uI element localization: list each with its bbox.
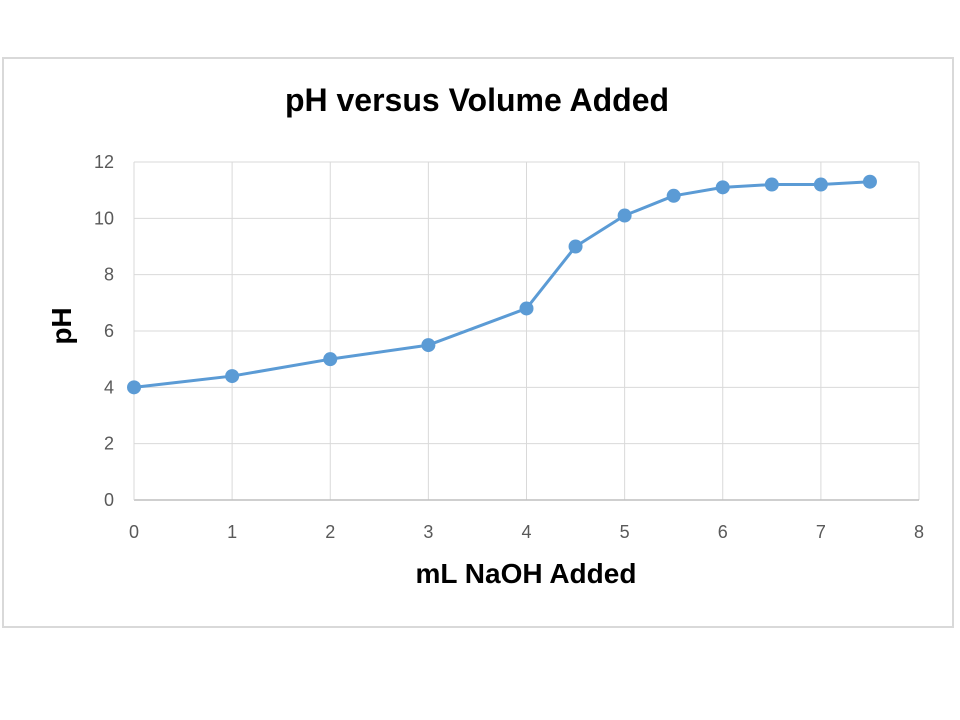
x-tick-label: 1 <box>227 522 237 542</box>
x-tick-label: 4 <box>521 522 531 542</box>
data-point <box>519 301 534 316</box>
data-point <box>421 338 436 353</box>
axes <box>133 162 919 501</box>
data-point <box>764 177 779 192</box>
x-tick-label: 5 <box>620 522 630 542</box>
data-point <box>225 369 240 384</box>
x-tick-label: 6 <box>718 522 728 542</box>
x-tick-label: 7 <box>816 522 826 542</box>
chart-frame <box>2 57 954 628</box>
y-tick-label: 8 <box>104 265 114 285</box>
y-tick-label: 0 <box>104 490 114 510</box>
y-tick-label: 12 <box>94 152 114 172</box>
x-tick-label: 3 <box>423 522 433 542</box>
chart-title: pH versus Volume Added <box>284 82 670 118</box>
y-tick-label: 10 <box>94 208 114 228</box>
series-layer <box>127 174 877 395</box>
data-point <box>323 352 338 367</box>
data-point <box>666 188 681 203</box>
data-point <box>862 174 877 189</box>
y-tick-label: 2 <box>104 434 114 454</box>
gridlines <box>134 161 920 500</box>
x-tick-label: 8 <box>914 522 924 542</box>
data-point <box>715 180 730 195</box>
y-tick-label: 6 <box>104 321 114 341</box>
data-point <box>813 177 828 192</box>
data-point <box>617 208 632 223</box>
data-point <box>127 380 141 395</box>
data-point <box>568 239 583 254</box>
y-tick-label: 4 <box>104 377 114 397</box>
x-tick-label: 2 <box>325 522 335 542</box>
x-tick-label: 0 <box>129 522 139 542</box>
series-line <box>133 180 871 389</box>
x-axis-title: mL NaOH Added <box>415 558 637 589</box>
